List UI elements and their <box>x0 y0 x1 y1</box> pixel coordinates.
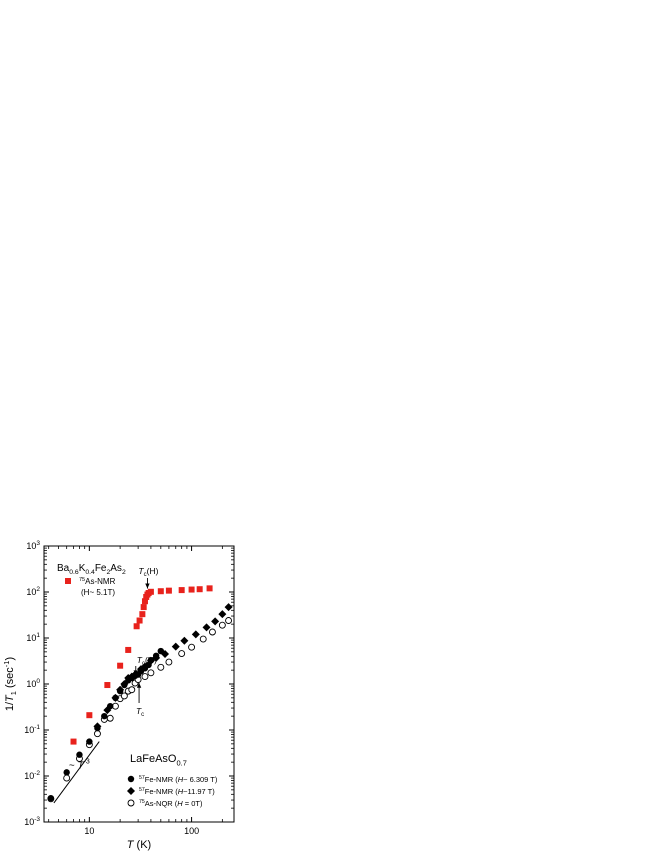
data-point-square <box>206 585 213 592</box>
data-point-diamond <box>218 610 227 619</box>
y-axis-label: 1/T1 (sec-1) <box>2 657 18 711</box>
data-point-circle-open <box>147 669 155 677</box>
data-point-square <box>104 682 111 689</box>
y-tick-label: 10-3 <box>24 816 40 827</box>
y-tick-label: 100 <box>26 678 40 689</box>
data-point-circle-open <box>157 663 165 671</box>
data-point-circle-open <box>128 686 136 694</box>
y-tick-label: 10-1 <box>24 724 40 735</box>
legend-label-bottom: 57Fe-NMR (H~11.97 T) <box>139 787 215 796</box>
data-point-diamond <box>191 630 200 639</box>
data-point-square <box>133 623 140 630</box>
data-point-square <box>196 586 203 593</box>
legend-label-top: 75As-NMR <box>79 577 116 586</box>
data-point-circle-filled <box>152 652 160 660</box>
data-point-diamond <box>224 603 233 612</box>
data-point-square <box>136 617 143 624</box>
data-point-square <box>139 611 146 618</box>
data-point-circle-open <box>199 635 207 643</box>
data-point-circle-open <box>208 628 216 636</box>
data-point-square <box>178 587 185 594</box>
y-tick-label: 101 <box>26 632 40 643</box>
compound-label-bottom: LaFeAsO0.7 <box>130 753 187 767</box>
data-point-circle-open <box>63 774 71 782</box>
x-tick-label: 100 <box>184 826 199 836</box>
data-point-circle-filled <box>145 661 152 669</box>
data-point-square <box>147 588 154 595</box>
legend-label-bottom: 57Fe-NMR (H~ 6.309 T) <box>139 775 218 784</box>
data-point-circle-filled <box>116 687 124 695</box>
data-point-circle-filled <box>101 712 108 720</box>
data-point-circle-filled <box>112 694 119 702</box>
data-point-diamond <box>202 623 211 632</box>
data-point-circle-open <box>178 650 186 657</box>
legend-marker-square <box>65 578 71 584</box>
legend-marker-diamond <box>127 787 135 795</box>
data-point-square <box>117 662 124 669</box>
tc-arrow-1-head <box>145 583 150 589</box>
data-point-square <box>125 646 132 653</box>
data-point-diamond <box>171 642 180 651</box>
guide-line-label: ~ T-3 <box>69 759 90 772</box>
data-point-square <box>165 587 172 594</box>
data-point-circle-filled <box>86 738 93 745</box>
data-point-circle-open <box>120 692 128 700</box>
legend-label-top-line2: (H~ 5.1T) <box>81 588 115 597</box>
data-point-diamond <box>211 617 220 626</box>
y-tick-label: 10-2 <box>24 770 40 781</box>
data-point-diamond <box>180 636 189 645</box>
data-point-circle-open <box>218 621 226 629</box>
data-point-circle-filled <box>157 647 165 655</box>
data-point-circle-filled <box>76 751 83 758</box>
tc-arrow-3-head <box>136 682 142 688</box>
data-point-circle-open <box>141 673 149 681</box>
legend-label-bottom: 75As-NQR (H = 0T) <box>139 799 203 808</box>
legends: 75As-NMR (H~ 5.1T) 57Fe-NMR (H~ 6.309 T) 57… <box>65 577 218 808</box>
legend-marker-circle-open <box>127 799 135 807</box>
data-point-circle-open <box>94 730 101 738</box>
data-point-circle-open <box>188 643 196 651</box>
data-points <box>47 585 233 803</box>
tc-arrow-2-head <box>133 670 138 676</box>
annotations: Ba0.6K0.4Fe2As2 LaFeAsO0.7 Tc(H) Tc(H) Tc <box>57 563 187 767</box>
data-point-circle-filled <box>147 656 155 664</box>
y-tick-label: 102 <box>26 586 40 597</box>
data-point-circle-filled <box>94 724 101 732</box>
y-tick-label: 103 <box>26 540 40 551</box>
data-point-square <box>157 588 164 595</box>
data-point-square <box>188 586 195 593</box>
data-point-circle-filled <box>121 681 128 689</box>
data-point-square <box>86 712 93 719</box>
axes: 10-3 10-2 10-1 100 101 102 103 10 100 T (K) 1/T1 (… <box>2 540 235 851</box>
y-axis-label-group: 1/T1 (sec-1) <box>2 657 18 711</box>
tc-label-1: Tc(H) <box>138 566 158 578</box>
legend-marker-circle-filled <box>127 775 135 783</box>
compound-label-top: Ba0.6K0.4Fe2As2 <box>57 563 126 576</box>
tc-label-3: Tc <box>136 706 144 718</box>
data-point-circle-open <box>106 714 114 722</box>
x-tick-label: 10 <box>84 826 94 836</box>
data-point-circle-filled <box>107 702 114 710</box>
data-point-square <box>141 598 148 605</box>
data-point-circle-filled <box>47 794 55 802</box>
x-axis-label: T (K) <box>127 839 151 851</box>
data-point-circle-filled <box>63 769 70 776</box>
data-point-square <box>70 738 77 745</box>
data-point-circle-open <box>225 617 233 624</box>
guide-line-group: ~ T-3 <box>53 741 100 804</box>
data-point-circle-open <box>165 658 173 666</box>
guide-line <box>53 741 100 804</box>
data-point-square <box>140 604 147 611</box>
tc-label-2: Tc(H) <box>137 655 157 667</box>
